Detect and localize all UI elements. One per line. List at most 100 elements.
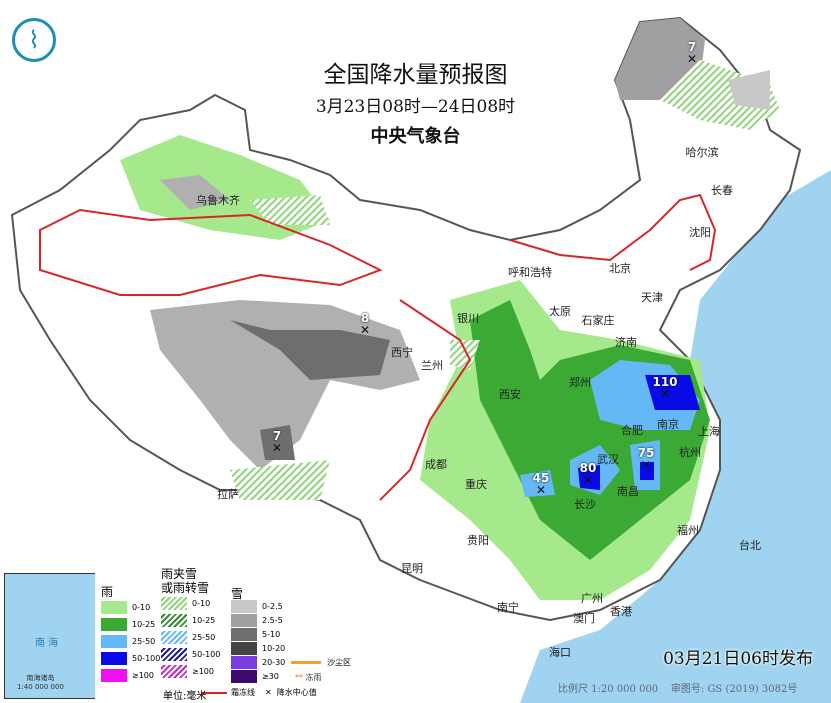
frost-line-west <box>39 208 383 296</box>
legend-snow-item: ≥30 <box>231 669 285 683</box>
legend-label: ≥100 <box>132 671 154 680</box>
legend-label: 50-100 <box>132 654 161 663</box>
city-label: 杭州 <box>679 446 701 459</box>
legend-mixed-item: 25-50 <box>161 629 220 646</box>
city-label: 长春 <box>711 184 733 197</box>
snow-northeast-east <box>728 70 770 110</box>
legend-swatch <box>231 627 257 641</box>
city-label: 郑州 <box>569 376 591 389</box>
city-label: 广州 <box>581 592 603 605</box>
inset-scale: 南海诸岛 1:40 000 000 <box>17 674 64 691</box>
center-value: 8 <box>360 311 370 325</box>
legend-mixed-title: 雨夹雪 或雨转雪 <box>161 567 210 595</box>
city-label: 昆明 <box>401 562 423 575</box>
city-label: 台北 <box>739 539 761 552</box>
legend-swatch <box>231 599 257 613</box>
legend-swatch <box>161 648 187 661</box>
city-label: 福州 <box>677 524 699 537</box>
city-label: 哈尔滨 <box>685 146 719 159</box>
legend-label: 2.5-5 <box>262 615 283 625</box>
scale-text: 比例尺 1:20 000 000 <box>558 684 659 695</box>
legend-label: 25-50 <box>192 633 216 642</box>
south-china-sea-inset: 南 海 南海诸岛 1:40 000 000 <box>4 573 96 699</box>
legend-rain-item: 0-10 <box>101 599 160 616</box>
center-value: 7 <box>272 429 282 443</box>
city-label: 成都 <box>425 458 447 471</box>
mixed-area <box>230 195 480 500</box>
ocean <box>520 170 831 703</box>
legend: 雨 0-10 10-25 25-50 50-100 ≥100 雨夹雪 或雨转雪 0-10… <box>95 565 357 702</box>
legend-label: 50-100 <box>192 650 221 659</box>
legend-rain-title: 雨 <box>101 585 114 599</box>
city-label: 沈阳 <box>689 226 711 239</box>
city-label: 上海 <box>698 425 720 438</box>
frost-line-north <box>509 193 717 271</box>
city-label: 乌鲁木齐 <box>196 194 240 207</box>
legend-mixed-item: ≥100 <box>161 663 220 680</box>
legend-snow-title: 雪 <box>231 587 244 601</box>
inset-sea-label: 南 海 <box>35 638 59 649</box>
map-number: 审图号: GS (2019) 3082号 <box>670 684 798 695</box>
legend-swatch <box>101 635 127 648</box>
center-marker-icon: ✕ <box>582 473 594 487</box>
center-value: 75 <box>637 446 655 460</box>
center-marker-icon: ✕ <box>659 387 671 401</box>
city-label: 武汉 <box>597 453 619 466</box>
city-label: 海口 <box>549 646 571 659</box>
city-label: 银川 <box>457 312 479 325</box>
legend-rain-item: 50-100 <box>101 650 160 667</box>
legend-swatch <box>231 613 257 627</box>
legend-swatch <box>161 614 187 627</box>
city-label: 香港 <box>610 605 632 618</box>
legend-frost-line: 霜冻线 <box>231 688 255 697</box>
center-value: 110 <box>652 375 678 389</box>
legend-label: 5-10 <box>262 629 281 639</box>
center-marker-icon: ✕ <box>640 458 652 472</box>
city-label: 拉萨 <box>217 488 239 501</box>
legend-label: 0-2.5 <box>262 601 283 611</box>
legend-label: 0-10 <box>192 599 211 608</box>
city-label: 北京 <box>609 262 631 275</box>
legend-mixed-item: 10-25 <box>161 612 220 629</box>
city-label: 西宁 <box>391 346 413 359</box>
legend-freezing-rain: ** 冻雨 <box>295 673 322 682</box>
legend-snow-item: 2.5-5 <box>231 613 285 627</box>
center-marker-icon: ✕ <box>535 483 547 497</box>
legend-sand: 沙尘区 <box>327 658 351 667</box>
center-value: 80 <box>579 461 597 475</box>
legend-mixed-item: 0-10 <box>161 595 220 612</box>
legend-snow-item: 20-30 <box>231 655 285 669</box>
city-label: 重庆 <box>465 478 487 491</box>
city-label: 澳门 <box>573 612 595 625</box>
legend-swatch <box>101 601 127 614</box>
legend-label: 25-50 <box>132 637 156 646</box>
legend-snow-item: 0-2.5 <box>231 599 285 613</box>
city-label: 济南 <box>615 336 637 349</box>
legend-swatch <box>231 669 257 683</box>
city-label: 南宁 <box>497 601 519 614</box>
rain-rainstorm-area <box>578 375 700 490</box>
legend-snow-item: 5-10 <box>231 627 285 641</box>
legend-label: 10-25 <box>192 616 216 625</box>
legend-swatch <box>101 618 127 631</box>
agency: 中央气象台 <box>370 126 461 147</box>
map-title: 全国降水量预报图 <box>323 62 508 88</box>
legend-swatch <box>161 665 187 678</box>
legend-rain-item: 10-25 <box>101 616 160 633</box>
legend-swatch <box>231 655 257 669</box>
city-label: 贵阳 <box>467 534 489 547</box>
center-marker-icon: ✕ <box>359 323 371 337</box>
city-label: 合肥 <box>621 424 643 437</box>
legend-label: 10-20 <box>262 643 286 653</box>
legend-swatch <box>161 631 187 644</box>
city-label: 呼和浩特 <box>508 266 552 279</box>
center-value: 45 <box>532 471 550 485</box>
legend-swatch <box>101 652 127 665</box>
legend-snow-item: 10-20 <box>231 641 285 655</box>
legend-label: ≥30 <box>262 671 279 681</box>
cma-logo: ⌇ <box>12 18 56 62</box>
legend-swatch <box>231 641 257 655</box>
legend-label: 0-10 <box>132 603 151 612</box>
legend-freezing-rain-label: 冻雨 <box>305 673 322 682</box>
